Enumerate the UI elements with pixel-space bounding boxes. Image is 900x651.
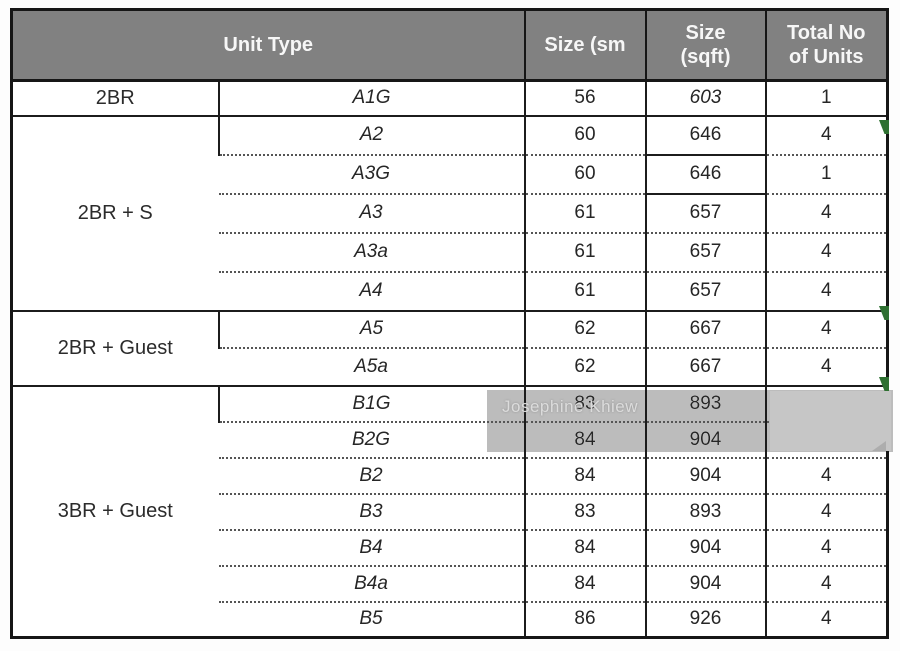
green-edge-marker-icon [879,306,889,320]
unit-code-cell: B2G [218,420,525,458]
table-row: B4a 84 904 4 [12,564,888,602]
unit-code-cell: A5a [218,346,525,386]
table-row: B4 84 904 4 [12,528,888,566]
header-size-sqft: Size (sqft) [644,9,766,82]
size-sm-cell: 84 [523,456,646,494]
size-sm-cell: 61 [523,192,646,233]
table-row: 2BR A1G 56 603 1 [11,79,888,116]
size-sm-cell: 61 [523,270,646,311]
size-sqft-cell: 904 [644,564,766,602]
size-sm-cell: 60 [523,153,646,194]
total-units-cell: 4 [764,528,888,566]
size-sqft-cell: 603 [644,79,766,116]
header-size-sm: Size (sm [523,9,646,82]
size-sm-cell: 83 [523,492,646,530]
size-sqft-cell: 657 [644,270,766,311]
table-row: A4 61 657 4 [12,270,888,311]
total-units-cell: 4 [764,309,888,348]
table-row: A3a 61 657 4 [12,231,888,272]
size-sqft-cell: 667 [644,346,766,386]
total-units-cell: 4 [764,600,888,638]
watermark-opaque-patch [770,391,891,451]
size-sqft-cell: 904 [644,456,766,494]
total-units-cell: 4 [764,114,888,155]
size-sm-cell: 86 [523,600,646,638]
table-row: B2 84 904 4 [12,456,888,494]
size-sm-cell: 62 [523,346,646,386]
unit-code-cell: A4 [218,270,525,311]
size-sqft-cell: 646 [644,153,766,195]
watermark-fold-corner [872,441,886,451]
size-sm-cell: 84 [523,528,646,566]
total-units-cell: 4 [764,346,888,386]
table-header: Unit Type Size (sm Size (sqft) Total No … [11,9,888,82]
size-sqft-cell: 667 [644,309,766,348]
total-units-cell: 4 [764,564,888,602]
unit-code-cell: B2 [218,456,525,494]
size-sqft-cell: 904 [644,528,766,566]
unit-code-cell: A5 [217,309,525,348]
size-sm-cell: 60 [523,114,646,155]
size-sm-cell: 84 [523,564,646,602]
table-row: 2BR + S A2 60 646 4 [11,114,888,311]
watermark-text: Josephine Khiew [502,397,639,416]
green-edge-marker-icon [879,377,889,391]
size-sm-cell: 56 [523,79,646,116]
unit-code-cell: A3G [218,153,525,194]
table-row: A3 61 657 4 [12,192,888,233]
size-sqft-cell: 646 [644,114,766,156]
total-units-cell: 4 [764,231,888,272]
total-units-cell: 1 [764,153,888,194]
size-sm-cell: 62 [523,309,646,348]
size-sm-cell: 61 [523,231,646,272]
total-units-cell: 4 [764,192,888,233]
unit-size-table: Unit Type Size (sm Size (sqft) Total No … [10,8,889,639]
unit-code-cell: B4 [218,528,525,566]
header-unit-type: Unit Type [11,9,525,82]
table-header-row: Unit Type Size (sm Size (sqft) Total No … [11,9,888,82]
unit-type-group-cell: 2BR + S [11,114,219,311]
table-row: A5a 62 667 4 [12,346,888,386]
unit-code-cell: A2 [217,114,525,155]
unit-code-cell: B1G [217,384,525,422]
unit-code-cell: B4a [218,564,525,602]
table-row: B3 83 893 4 [12,492,888,530]
unit-code-cell: B3 [218,492,525,530]
table-row: A3G 60 646 1 [12,153,888,195]
total-units-cell: 4 [764,492,888,530]
size-sqft-cell: 926 [644,600,766,638]
table-row: 2BR + Guest A5 62 667 4 [11,309,888,386]
green-edge-marker-icon [879,120,889,134]
table-row: B5 86 926 4 [12,600,888,638]
total-units-cell: 4 [764,270,888,311]
unit-code-cell: B5 [218,600,525,638]
size-sqft-cell: 893 [644,492,766,530]
total-units-cell: 1 [764,79,888,116]
size-sqft-cell: 657 [644,231,766,272]
unit-code-cell: A3 [218,192,525,233]
table-body: 2BR A1G 56 603 1 2BR + S A2 60 646 4 A3G 60 646 1 A3 61… [11,79,888,638]
size-sqft-cell: 657 [644,192,766,233]
unit-type-group-cell: 2BR + Guest [11,309,219,386]
header-total-units: Total No of Units [764,9,888,82]
unit-code-cell: A1G [217,79,525,116]
unit-type-group-cell: 2BR [11,79,219,116]
unit-type-group-cell: 3BR + Guest [11,384,219,638]
total-units-cell: 4 [764,456,888,494]
unit-code-cell: A3a [218,231,525,272]
